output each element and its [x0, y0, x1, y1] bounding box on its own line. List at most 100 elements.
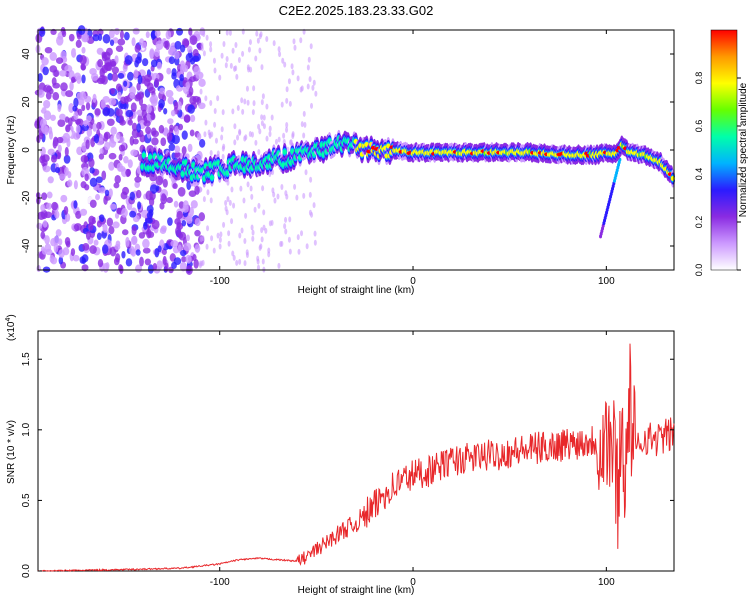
spectrogram-noise-blob [125, 168, 132, 177]
spectrogram-noise-blob [133, 69, 139, 78]
spectrogram-noise-blob [101, 51, 107, 59]
spectrogram-noise-blob [41, 124, 48, 135]
spectrogram-noise-blob [187, 143, 193, 153]
spectrogram-noise-blob [231, 47, 235, 54]
spectrogram-noise-blob [129, 210, 137, 218]
spectrogram-noise-blob [243, 98, 247, 105]
snr-frame [37, 330, 675, 572]
spectrogram-noise-blob [222, 143, 226, 150]
spectrogram-noise-blob [65, 90, 74, 98]
spectrogram-noise-blob [293, 183, 297, 190]
spectrogram-noise-blob [82, 242, 90, 251]
spectrogram-noise-blob [156, 61, 162, 70]
spectrogram-noise-blob [291, 69, 295, 76]
spectrogram-noise-blob [114, 27, 120, 36]
spectrogram-noise-blob [62, 132, 71, 143]
spectrogram-noise-blob [222, 221, 226, 228]
spectrogram-noise-blob [260, 99, 264, 106]
spectrogram-y-tick-label: 0 [21, 147, 32, 153]
spectrogram-noise-blob [58, 249, 65, 258]
spectrogram-noise-blob [123, 31, 130, 41]
spectrogram-noise-blob [52, 92, 60, 101]
spectrogram-noise-blob [245, 85, 249, 92]
spectrogram-noise-blob [143, 221, 148, 230]
spectrogram-noise-blob [218, 74, 222, 81]
spectrogram-noise-blob [251, 109, 255, 116]
spectrogram-noise-blob [120, 96, 127, 104]
spectrogram-x-tick-label: 100 [598, 276, 615, 287]
spectrogram-noise-blob [96, 220, 102, 228]
spectrogram-noise-blob [53, 235, 60, 245]
spectrogram-noise-blob [42, 220, 48, 228]
spectrogram-noise-blob [59, 173, 66, 180]
spectrogram-noise-blob [204, 95, 208, 102]
spectrogram-noise-blob [142, 238, 150, 249]
spectrogram-noise-blob [92, 123, 98, 132]
spectrogram-noise-blob [150, 30, 156, 41]
spectrogram-noise-blob [303, 121, 307, 128]
spectrogram-noise-blob [61, 30, 67, 38]
spectrogram-noise-blob [213, 107, 217, 114]
spectrogram-noise-blob [212, 247, 216, 254]
spectrogram-noise-blob [274, 138, 278, 145]
spectrogram-noise-blob [46, 85, 53, 92]
spectrogram-noise-blob [40, 146, 46, 156]
spectrogram-noise-blob [179, 63, 186, 74]
spectrogram-noise-blob [188, 86, 194, 96]
spectrogram-noise-blob [268, 131, 272, 138]
spectrogram-noise-blob [67, 171, 72, 179]
spectrogram-noise-blob [286, 146, 290, 153]
spectrogram-noise-blob [256, 264, 260, 271]
spectrogram-noise-blob [95, 176, 103, 184]
spectrogram-noise-blob [43, 99, 51, 109]
spectrogram-noise-blob [179, 44, 186, 53]
spectrogram-noise-blob [290, 63, 294, 70]
snr-x-tick-label: 100 [598, 577, 615, 588]
spectrogram-noise-blob [167, 96, 175, 105]
spectrogram-noise-blob [79, 208, 88, 216]
spectrogram-noise-blob [182, 200, 189, 210]
spectrogram-noise-blob [201, 235, 205, 242]
spectrogram-noise-blob [222, 40, 226, 47]
spectrogram-noise-blob [206, 189, 210, 196]
spectrogram-noise-blob [304, 169, 308, 176]
spectrogram-noise-blob [300, 121, 304, 128]
spectrogram-noise-blob [97, 58, 104, 68]
spectrogram-x-tick-label: -100 [210, 276, 230, 287]
spectrogram-noise-blob [74, 72, 81, 81]
spectrogram-noise-blob [302, 132, 306, 139]
spectrogram-noise-blob [89, 245, 97, 254]
spectrogram-noise-blob [83, 120, 88, 127]
snr-y-multiplier-prefix: (x10 [6, 321, 17, 341]
spectrogram-noise-blob [42, 66, 49, 76]
spectrogram-noise-blob [291, 131, 295, 138]
spectrogram-noise-blob [285, 122, 289, 129]
spectrogram-noise-blob [167, 217, 173, 226]
spectrogram-noise-blob [89, 167, 95, 174]
spectrogram-noise-blob [125, 258, 133, 267]
spectrogram-noise-blob [89, 199, 97, 208]
spectrogram-noise-blob [216, 95, 220, 102]
spectrogram-noise-blob [177, 187, 186, 197]
spectrogram-noise-blob [175, 226, 182, 237]
spectrogram-noise-blob [261, 93, 265, 100]
spectrogram-noise-blob [129, 93, 136, 100]
spectrogram-noise-blob [56, 35, 64, 46]
spectrogram-noise-blob [132, 27, 140, 35]
spectrogram-noise-blob [145, 126, 152, 135]
spectrogram-noise-blob [63, 154, 71, 164]
spectrogram-noise-blob [135, 56, 142, 64]
spectrogram-noise-blob [127, 159, 133, 169]
spectrogram-noise-blob [38, 132, 44, 140]
spectrogram-noise-blob [209, 46, 213, 53]
snr-y-tick-label: 1.0 [21, 422, 32, 436]
spectrogram-noise-blob [265, 103, 269, 110]
spectrogram-noise-blob [57, 144, 62, 153]
spectrogram-ridge-cell [183, 159, 188, 165]
spectrogram-noise-blob [85, 102, 91, 111]
colorbar-tick-label: 0.4 [694, 168, 704, 181]
spectrogram-noise-blob [311, 84, 315, 91]
snr-y-tick-label: 0.5 [21, 493, 32, 507]
spectrogram-noise-blob [254, 139, 258, 146]
spectrogram-noise-blob [226, 196, 230, 203]
